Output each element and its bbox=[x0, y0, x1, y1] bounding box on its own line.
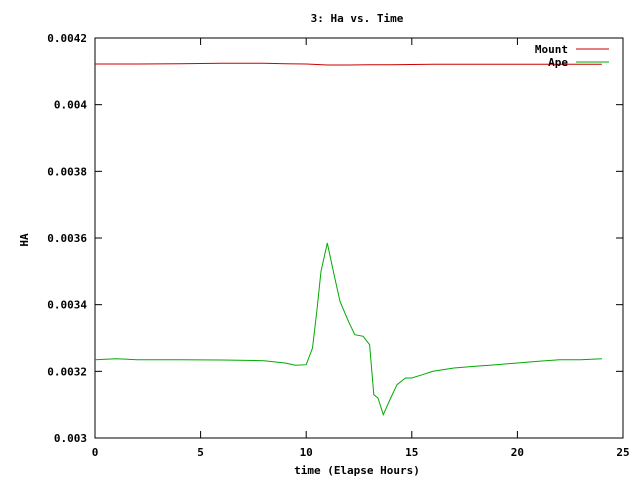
y-tick-label: 0.0038 bbox=[47, 165, 87, 178]
y-tick-label: 0.0036 bbox=[47, 232, 87, 245]
plot-frame bbox=[94, 37, 624, 439]
x-axis-label: time (Elapse Hours) bbox=[294, 464, 420, 477]
y-tick-label: 0.004 bbox=[54, 99, 87, 112]
axis-ticks: 0 5 10 15 20 25 0.003 0.0032 0.0034 0.0036 0.0038 0… bbox=[47, 32, 629, 459]
x-tick-label: 20 bbox=[511, 446, 524, 459]
y-tick-label: 0.003 bbox=[54, 432, 87, 445]
x-tick-label: 0 bbox=[92, 446, 99, 459]
x-tick-label: 5 bbox=[197, 446, 204, 459]
series-line-ape bbox=[94, 242, 602, 417]
y-tick-label: 0.0034 bbox=[47, 299, 87, 312]
y-axis-label: HA bbox=[18, 233, 31, 247]
y-tick-label: 0.0042 bbox=[47, 32, 87, 45]
series-lines bbox=[94, 62, 602, 417]
y-tick-label: 0.0032 bbox=[47, 365, 87, 378]
x-tick-label: 25 bbox=[616, 446, 629, 459]
series-line-mount bbox=[95, 62, 602, 66]
x-tick-label: 15 bbox=[405, 446, 418, 459]
legend-label-ape: Ape bbox=[548, 56, 568, 69]
x-tick-label: 10 bbox=[300, 446, 313, 459]
chart-title: 3: Ha vs. Time bbox=[311, 12, 404, 25]
legend-label-mount: Mount bbox=[535, 43, 568, 56]
